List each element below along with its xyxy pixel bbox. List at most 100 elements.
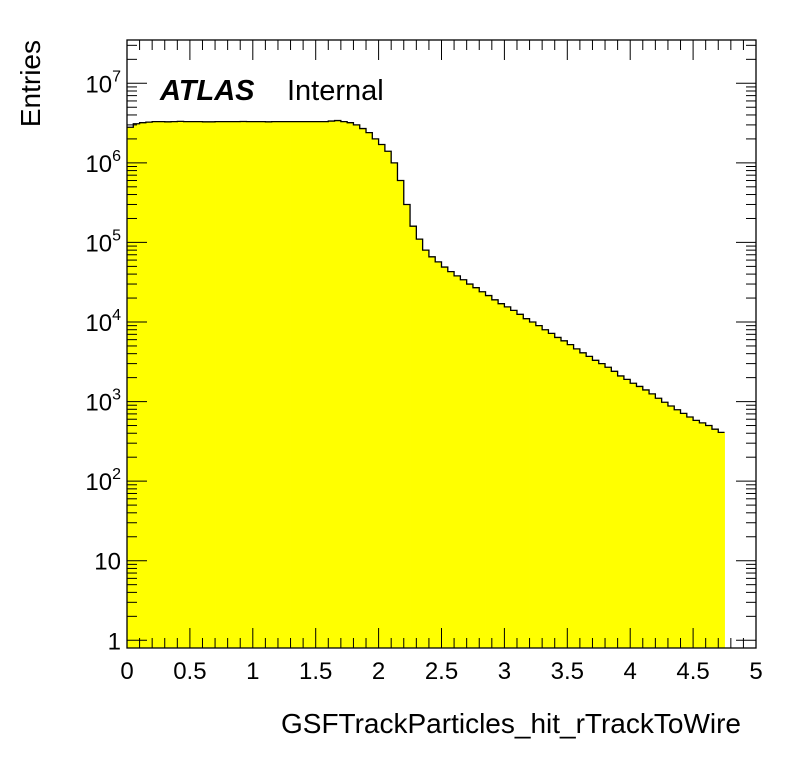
histogram-bin <box>516 314 524 648</box>
tick-layer <box>126 40 757 648</box>
tick-label-layer: 0 0.5 1 1.5 2 2.5 3 3.5 4 4.5 5 1 10 102 103 104 105 106 1… <box>85 68 762 685</box>
histogram-bin <box>366 132 373 649</box>
histogram-bin <box>164 121 172 649</box>
histogram-bin <box>152 121 159 649</box>
histogram-bin <box>693 420 700 648</box>
histogram-bin <box>321 121 329 649</box>
y-tick-label: 1 <box>108 628 121 655</box>
histogram-bin <box>139 122 147 648</box>
histogram-bin <box>667 405 675 648</box>
x-tick-label: 1 <box>246 658 259 685</box>
histogram-bin <box>586 356 593 648</box>
x-tick-label: 3.5 <box>551 658 584 685</box>
histogram-bin <box>259 121 266 649</box>
histogram-bin <box>183 121 191 649</box>
histogram-bin <box>523 318 530 648</box>
x-tick-label: 3 <box>498 658 511 685</box>
histogram-bin <box>655 398 663 648</box>
histogram-bin <box>705 425 713 648</box>
histogram-bin <box>422 250 430 648</box>
histogram-bin <box>215 121 222 649</box>
x-tick-label: 4.5 <box>676 658 709 685</box>
histogram-bin <box>202 121 210 649</box>
histogram-bin <box>359 128 367 649</box>
x-tick-label: 1.5 <box>299 658 332 685</box>
histogram-bin <box>598 363 606 648</box>
histogram-bin <box>397 180 405 649</box>
histogram-bin <box>498 303 505 648</box>
y-tick-label: 107 <box>85 68 121 98</box>
histogram-bin <box>479 291 486 648</box>
histogram-bin <box>605 367 612 648</box>
x-tick-label: 4 <box>624 658 637 685</box>
histogram-bin <box>542 329 549 648</box>
histogram-bin <box>611 371 619 648</box>
atlas-label: ATLAS <box>159 75 255 107</box>
y-tick-label: 103 <box>85 387 121 417</box>
histogram-bin <box>592 360 600 648</box>
y-tick-label: 106 <box>85 148 121 178</box>
histogram-bin <box>340 121 348 649</box>
histogram-bin <box>699 422 707 648</box>
histogram-bin <box>171 121 178 649</box>
histogram-outline <box>127 119 725 434</box>
histogram-bin <box>196 121 203 649</box>
histogram-bin <box>384 151 392 648</box>
histogram-bin <box>642 389 650 648</box>
histogram-bin <box>435 261 442 648</box>
histogram-bin <box>133 123 140 648</box>
histogram-bin <box>674 409 681 648</box>
histogram-bin <box>403 204 411 649</box>
y-axis-title: Entries <box>15 40 46 127</box>
histogram-bin <box>284 121 291 649</box>
histogram-bin <box>208 121 216 649</box>
histogram-bin <box>686 416 694 648</box>
histogram-bin <box>529 322 537 648</box>
histogram-bin <box>491 299 499 648</box>
histogram-bin <box>504 306 512 648</box>
histogram-bin <box>649 393 656 648</box>
x-axis-title: GSFTrackParticles_hit_rTrackToWire <box>281 708 741 739</box>
histogram-bin <box>233 121 241 649</box>
histogram-bin <box>334 120 342 648</box>
histogram-bin <box>485 295 493 648</box>
histogram-bin <box>296 121 304 649</box>
histogram-bin <box>573 348 581 648</box>
histogram-bin <box>158 121 166 649</box>
histogram-bin <box>271 121 279 649</box>
histogram-bin <box>347 122 354 648</box>
histogram-bin <box>416 239 424 648</box>
histogram-bin <box>252 121 260 649</box>
histogram-bin <box>680 413 688 648</box>
histogram-bin <box>328 121 335 649</box>
x-tick-label: 2 <box>372 658 385 685</box>
y-tick-label: 10 <box>94 549 121 576</box>
histogram-bin <box>567 344 574 648</box>
histogram-bin <box>391 162 398 649</box>
histogram-bin <box>472 287 480 648</box>
histogram-layer <box>127 119 725 649</box>
y-tick-label: 102 <box>85 466 121 496</box>
histogram-bin <box>145 122 153 648</box>
histogram-bin <box>548 333 556 648</box>
histogram-bin <box>535 325 543 648</box>
y-tick-label: 105 <box>85 227 121 257</box>
histogram-bin <box>661 402 669 648</box>
histogram-bin <box>277 121 285 649</box>
histogram-bin <box>454 275 461 648</box>
histogram-bin <box>561 340 568 648</box>
histogram-bin <box>711 429 719 648</box>
histogram-bin <box>718 432 725 648</box>
x-tick-label: 2.5 <box>425 658 458 685</box>
histogram-bin <box>353 124 361 648</box>
histogram-bin <box>617 375 625 648</box>
histogram-bin <box>177 121 185 649</box>
histogram-bin <box>447 271 455 648</box>
histogram-bin <box>246 121 254 649</box>
histogram-bin <box>240 121 247 649</box>
histogram-bin <box>630 383 637 648</box>
histogram-bin <box>441 267 449 648</box>
histogram-bin <box>510 310 518 648</box>
status-label: Internal <box>287 75 384 107</box>
